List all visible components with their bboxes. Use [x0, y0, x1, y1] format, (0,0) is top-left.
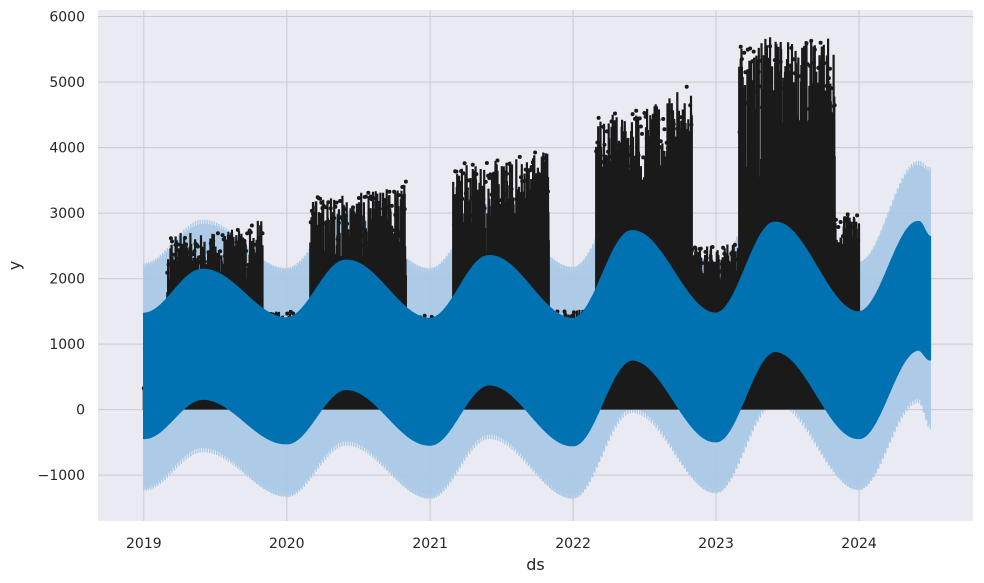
- y-tick-label: 1000: [49, 337, 85, 353]
- forecast-yhat-band: [143, 221, 932, 447]
- y-axis-label: y: [5, 261, 24, 270]
- x-tick-label: 2020: [269, 536, 305, 552]
- x-axis-ticks: 2019 2020 2021 2022 2023 2024: [126, 536, 877, 552]
- y-tick-label: 0: [76, 403, 85, 419]
- x-axis-label: ds: [526, 555, 545, 574]
- forecast-band-path: [143, 221, 932, 447]
- x-tick-label: 2021: [412, 536, 448, 552]
- y-tick-label: 4000: [49, 141, 85, 157]
- x-tick-label: 2019: [126, 536, 162, 552]
- y-tick-label: 5000: [49, 75, 85, 91]
- x-tick-label: 2022: [555, 536, 591, 552]
- y-tick-label: 2000: [49, 272, 85, 288]
- y-tick-label: −1000: [38, 468, 85, 484]
- y-tick-label: 3000: [49, 206, 85, 222]
- y-axis-ticks: −1000 0 1000 2000 3000 4000 5000 6000: [38, 10, 85, 485]
- x-tick-label: 2023: [698, 536, 734, 552]
- y-tick-label: 6000: [49, 10, 85, 26]
- x-tick-label: 2024: [841, 536, 877, 552]
